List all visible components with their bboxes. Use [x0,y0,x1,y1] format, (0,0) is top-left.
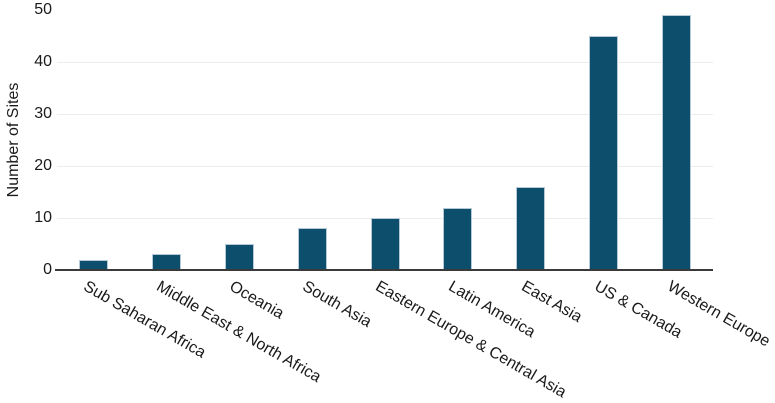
x-tick-label-sub-saharan-africa: Sub Saharan Africa [80,278,209,362]
y-tick-label-0: 0 [43,261,52,278]
x-tick-label-south-asia: South Asia [299,278,375,331]
x-tick-label-east-asia: East Asia [518,278,585,327]
bar-latin-america [443,208,472,270]
y-tick-label-40: 40 [34,53,52,70]
bar-eastern-europe-central-asia [371,218,400,270]
y-tick-label-20: 20 [34,157,52,174]
x-axis-line [55,269,713,271]
y-tick-label-10: 10 [34,209,52,226]
x-tick-label-oceania: Oceania [226,278,287,323]
gridline-20 [57,166,713,167]
bar-oceania [225,244,254,270]
gridline-30 [57,114,713,115]
bar-western-europe [662,15,691,270]
bar-middle-east-north-africa [152,254,181,270]
bar-us-canada [589,36,618,270]
y-tick-label-50: 50 [34,1,52,18]
gridline-40 [57,62,713,63]
y-axis-title: Number of Sites [5,82,22,198]
y-tick-label-30: 30 [34,105,52,122]
x-tick-label-western-europe: Western Europe [664,278,773,351]
bar-south-asia [298,228,327,270]
bar-sub-saharan-africa [79,260,108,270]
bar-east-asia [516,187,545,270]
